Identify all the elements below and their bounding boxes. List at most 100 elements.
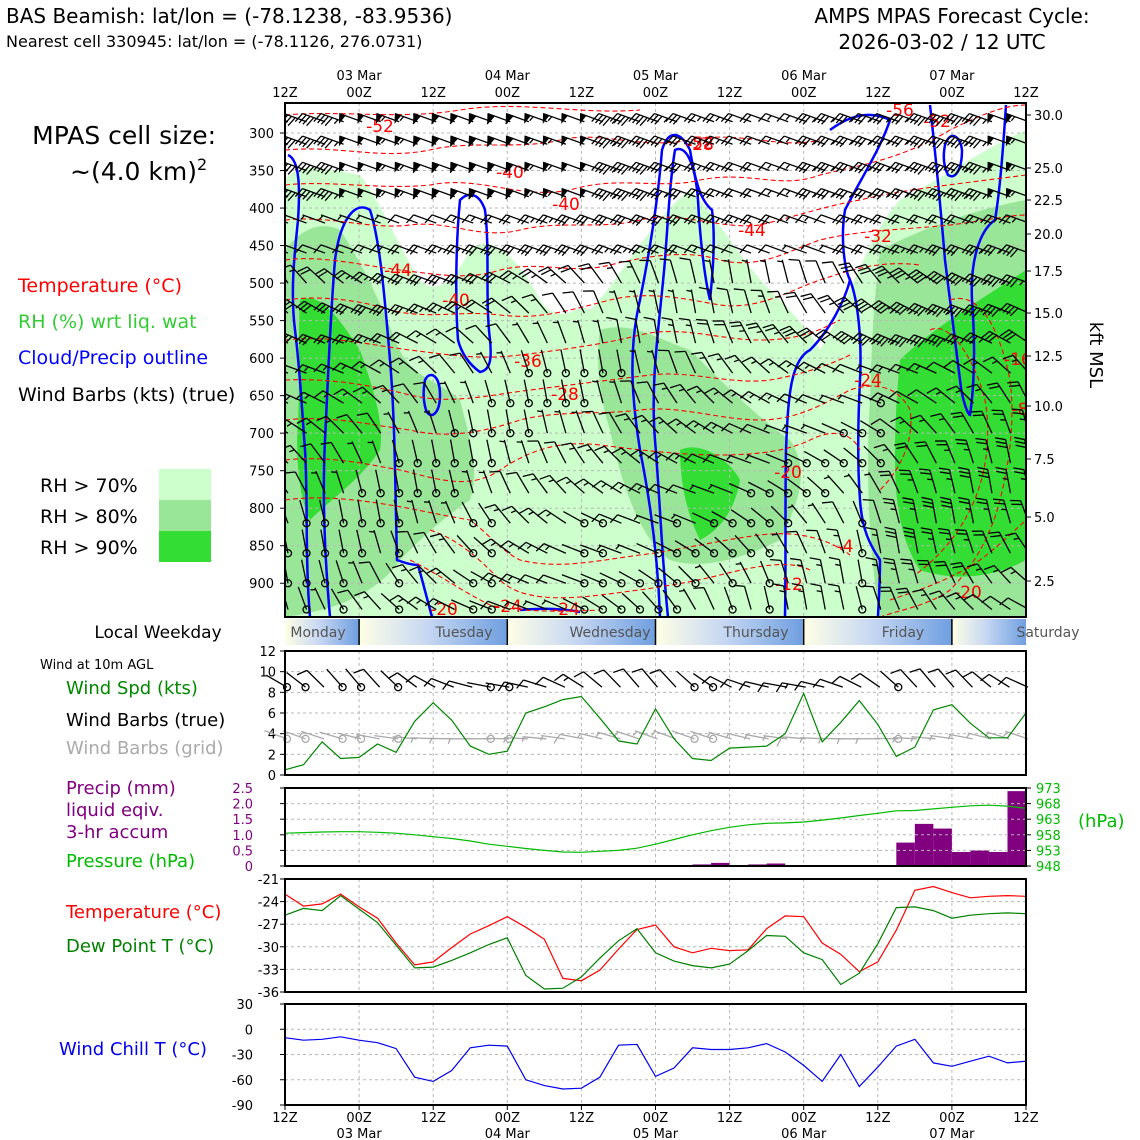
wind-barb — [647, 450, 678, 464]
barb-full — [317, 114, 326, 124]
barb-staff — [820, 112, 844, 123]
bottom-hour-tick: 00Z — [939, 1111, 965, 1126]
barb-full — [873, 302, 883, 310]
barb-full — [885, 534, 897, 539]
barb-staff — [726, 732, 751, 740]
barb-full — [987, 277, 996, 286]
bottom-hour-tick: 00Z — [495, 1111, 521, 1126]
barb-full — [906, 363, 915, 372]
wind-barb — [805, 260, 826, 284]
wind-barb — [332, 269, 363, 284]
wind-barb — [929, 590, 956, 610]
wind-barb — [914, 441, 937, 464]
barb-staff — [743, 289, 752, 314]
barb-full — [935, 117, 945, 127]
wind-barb — [943, 214, 974, 225]
wind-barb — [950, 561, 974, 584]
windchill-tick-label: -30 — [232, 1049, 253, 1064]
barb-staff — [691, 244, 715, 254]
barb-half — [835, 563, 841, 567]
calm-circle — [746, 489, 756, 498]
calm-circle — [765, 519, 774, 528]
barb-full — [874, 268, 886, 274]
barb-full — [879, 586, 891, 589]
pressure-tick-label: 600 — [249, 352, 274, 367]
barb-staff — [746, 244, 770, 254]
barb-staff — [285, 500, 289, 524]
wind-barb — [462, 299, 493, 314]
barb-full — [906, 113, 915, 123]
wind-barb — [499, 439, 511, 464]
barb-staff — [811, 502, 826, 524]
barb-staff — [913, 135, 937, 145]
barb-full — [285, 471, 296, 474]
barb-half — [829, 302, 835, 306]
barb-half — [603, 449, 609, 454]
barb-staff — [950, 214, 974, 224]
barb-full — [287, 139, 296, 149]
wind-barb — [821, 501, 845, 524]
wind-barb — [840, 421, 867, 438]
barb-full — [956, 532, 968, 535]
barb-full — [716, 287, 728, 291]
wind-barb — [449, 439, 459, 468]
barb-half — [955, 389, 961, 394]
wind-barb — [313, 302, 344, 315]
barb-full — [706, 189, 715, 199]
surface-wind-barb — [980, 673, 1010, 688]
wind-barb — [297, 266, 326, 284]
barb-staff — [451, 300, 474, 314]
barb-full — [461, 214, 470, 224]
barb-full — [683, 244, 693, 254]
barb-staff — [875, 529, 882, 554]
wind-barb — [390, 530, 404, 558]
barb-half — [531, 274, 537, 279]
calm-circle — [320, 549, 330, 558]
barb-half — [363, 337, 369, 343]
cell-size-value: ~(4.0 km)2 — [70, 155, 207, 186]
wind-barb — [755, 533, 774, 558]
barb-staff — [819, 559, 826, 584]
barb-full — [665, 484, 674, 494]
barb-half — [333, 194, 339, 200]
barb-half — [992, 569, 999, 573]
barb-full — [499, 540, 509, 548]
barb-half — [938, 417, 945, 421]
wind-barb — [448, 409, 459, 438]
barb-full — [486, 164, 495, 174]
wind-barb — [369, 332, 400, 344]
wind-barb — [554, 244, 585, 257]
barb-full — [697, 322, 708, 325]
grid-wind-barb — [354, 733, 380, 740]
barb-staff — [893, 559, 900, 584]
barb-full — [880, 590, 892, 592]
barb-full — [750, 289, 762, 292]
barb-full — [943, 333, 952, 343]
barb-full — [828, 583, 839, 587]
wind-barb — [658, 567, 682, 588]
barb-full — [609, 135, 618, 145]
barb-full — [465, 245, 474, 255]
barb-full — [295, 300, 305, 309]
barb-full — [598, 138, 607, 148]
barb-half — [919, 247, 924, 253]
barb-full — [813, 113, 822, 123]
barb-staff — [326, 415, 345, 434]
wind-barb — [423, 410, 437, 434]
cross-section-plot: -52-52-56-52-44-40-40-44-32-40-36-28-24-… — [285, 103, 1026, 617]
temperature-contour-label: -36 — [514, 352, 542, 372]
wind-barb — [975, 437, 993, 464]
barb-staff — [746, 135, 770, 145]
pressure-tick-label: 750 — [249, 465, 274, 480]
calm-circle — [285, 579, 293, 588]
barb-half — [493, 508, 500, 512]
barb-full — [313, 302, 323, 311]
barb-full — [980, 673, 990, 682]
wind-barb — [776, 393, 807, 404]
barb-full — [613, 136, 622, 146]
wind-barb — [431, 161, 455, 174]
barb-half — [818, 738, 822, 744]
weekday-label: Local Weekday — [94, 623, 221, 643]
wind-barb — [609, 380, 623, 404]
wind-barb — [562, 597, 589, 614]
